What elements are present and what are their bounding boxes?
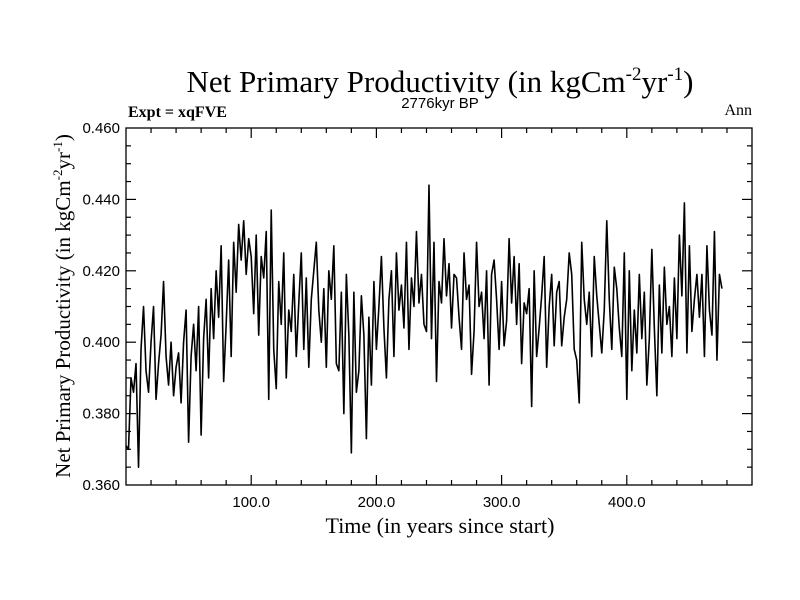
x-tick-label: 100.0 xyxy=(232,494,270,511)
x-axis: 100.0 200.0 300.0 400.0 xyxy=(150,128,728,511)
x-tick-label: 300.0 xyxy=(483,494,521,511)
subtitle-season: Ann xyxy=(724,102,752,119)
series-line-npp xyxy=(125,184,723,468)
y-tick-label: 0.380 xyxy=(82,406,120,423)
subtitle-expt: Expt = xqFVE xyxy=(128,104,227,121)
y-axis-label: Net Primary Productivity (in kgCm-2yr-1) xyxy=(50,134,75,478)
y-tick-label: 0.440 xyxy=(82,191,120,208)
chart-title: Net Primary Productivity (in kgCm-2yr-1) xyxy=(187,64,694,99)
x-tick-label: 400.0 xyxy=(608,494,646,511)
subtitle-period: 2776kyr BP xyxy=(401,95,479,112)
x-axis-label: Time (in years since start) xyxy=(326,513,555,538)
y-tick-label: 0.400 xyxy=(82,334,120,351)
x-tick-label: 200.0 xyxy=(358,494,396,511)
y-axis: 0.360 0.380 0.400 0.420 0.440 0.460 xyxy=(82,120,752,494)
y-tick-label: 0.420 xyxy=(82,263,120,280)
y-tick-label: 0.460 xyxy=(82,120,120,137)
y-tick-label: 0.360 xyxy=(82,477,120,494)
